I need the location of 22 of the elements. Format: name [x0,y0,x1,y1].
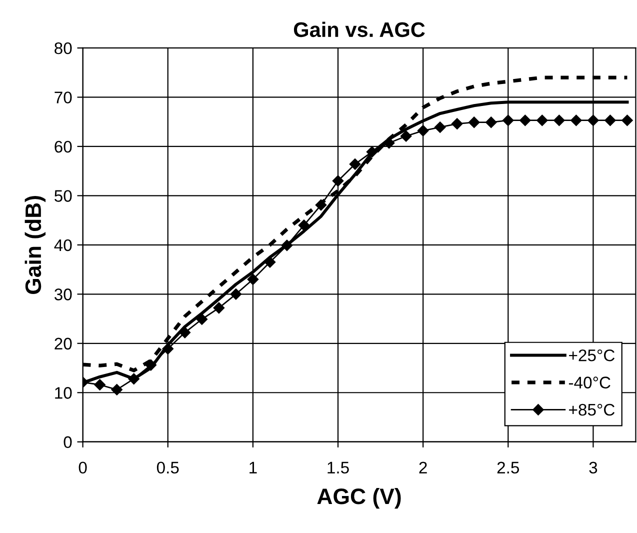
legend-label: -40°C [568,376,610,388]
x-tick-label: 0.5 [156,462,179,474]
y-tick-label: 40 [54,239,72,252]
x-axis-title: AGC (V) [317,488,401,509]
y-tick-label: 0 [64,436,72,448]
y-tick-label: 20 [54,338,72,350]
legend-label: +25°C [569,349,615,362]
y-tick-label: 60 [54,140,72,153]
chart-title: Gain vs. AGC [294,22,425,38]
x-tick-label: 1.5 [328,462,349,474]
y-tick-label: 80 [54,42,72,54]
x-tick-label: 2 [419,462,427,474]
x-tick-label: 2.5 [497,462,520,474]
y-tick-label: 70 [54,92,72,104]
x-tick-label: 0 [78,462,87,474]
y-tick-label: 30 [54,288,72,300]
x-tick-label: 3 [589,462,598,474]
x-tick-label: 1 [250,462,257,474]
y-tick-label: 10 [55,387,72,399]
legend-label: +85°C [569,404,615,416]
y-axis-title: Gain (dB) [24,196,46,294]
y-tick-label: 50 [54,190,72,202]
